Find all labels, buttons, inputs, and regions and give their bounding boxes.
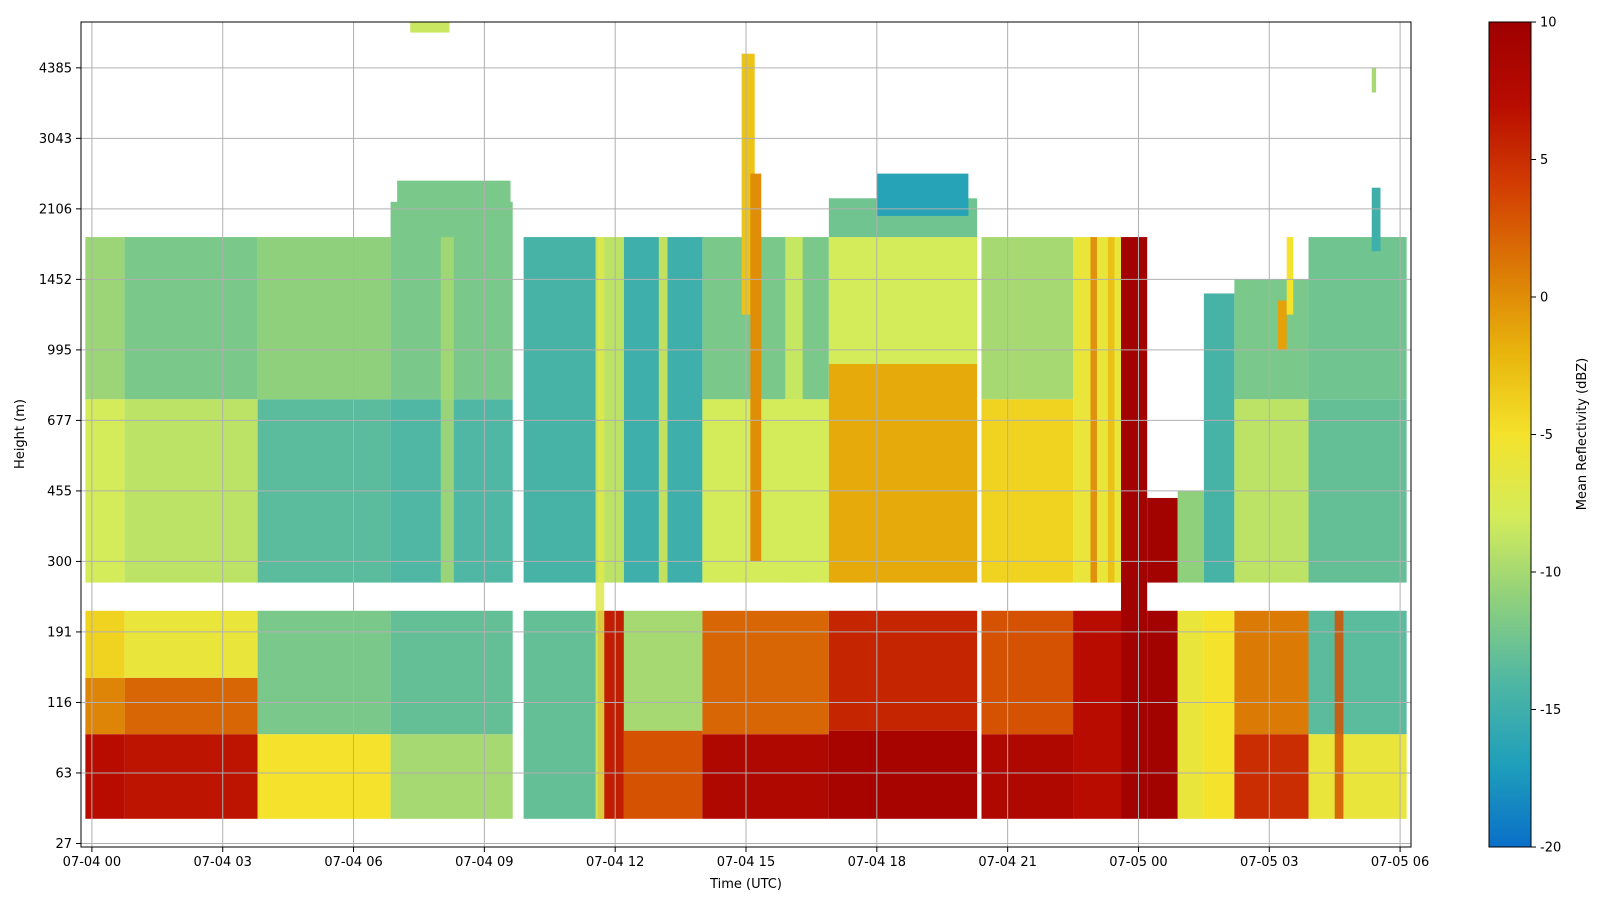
heatmap-cell: [1234, 279, 1309, 400]
heatmap-cell: [702, 237, 829, 400]
heatmap-cell: [124, 734, 258, 819]
heatmap-cell: [257, 734, 391, 819]
heatmap-cell: [1203, 293, 1235, 583]
y-tick-label: 191: [47, 625, 72, 640]
y-axis-ticks: 27 63 116 191 300 455 677 995 1452 2106 3043 4385: [39, 61, 81, 852]
y-tick-label: 63: [55, 766, 72, 781]
x-tick-label: 07-04 15: [717, 855, 775, 870]
heatmap-cell: [1234, 734, 1309, 819]
heatmap-cell: [981, 237, 1074, 400]
heatmap-cell: [390, 610, 513, 735]
heatmap-cell: [828, 363, 978, 583]
colorbar-tick-label: 5: [1540, 153, 1548, 168]
heatmap-cell: [750, 173, 762, 562]
x-tick-label: 07-05 03: [1240, 855, 1298, 870]
y-tick-label: 300: [47, 555, 72, 570]
heatmap-cell: [85, 237, 125, 400]
heatmap-cell: [623, 610, 703, 731]
colorbar-title: Mean Reflectivity (dBZ): [1575, 358, 1590, 511]
heatmap-cell: [523, 237, 598, 583]
y-tick-label: 3043: [39, 132, 72, 147]
y-tick-label: 116: [47, 696, 72, 711]
heatmap-cell: [1177, 490, 1204, 583]
colorbar-tick-label: 10: [1540, 16, 1557, 31]
heatmap-cell: [1278, 300, 1287, 350]
heatmap-cell: [1308, 237, 1407, 400]
heatmap-streak: [1334, 610, 1344, 819]
colorbar-tick-label: -5: [1540, 428, 1553, 443]
heatmap-cell: [523, 610, 598, 819]
grid-lines: [81, 22, 1411, 847]
heatmap-cell: [1234, 610, 1309, 735]
heatmap-cell: [124, 610, 258, 678]
heatmap-cell: [85, 734, 125, 819]
x-axis-title: Time (UTC): [709, 877, 782, 892]
heatmap-cell: [257, 610, 391, 735]
heatmap-streak: [658, 237, 668, 583]
y-tick-label: 455: [47, 484, 72, 499]
heatmap-cell: [981, 610, 1074, 735]
heatmap-cell: [1177, 610, 1204, 819]
colorbar-tick-label: -15: [1540, 703, 1561, 718]
heatmap-cell: [1371, 187, 1381, 252]
heatmap-cell: [1308, 734, 1407, 819]
heatmap-streak: [595, 237, 605, 819]
heatmap-cell: [702, 734, 829, 819]
heatmap-cell: [828, 610, 978, 731]
colorbar-ticks: 10 5 0 -5 -10 -15 -20: [1531, 16, 1561, 856]
x-tick-label: 07-05 00: [1109, 855, 1167, 870]
y-tick-label: 677: [47, 414, 72, 429]
x-axis-ticks: 07-04 00 07-04 03 07-04 06 07-04 09 07-04 12…: [63, 847, 1429, 870]
heatmap-cell: [876, 173, 969, 216]
heatmap-cell: [1073, 610, 1122, 819]
heatmap-cell: [257, 237, 391, 400]
heatmap-cell: [1308, 610, 1407, 735]
heatmap-cell: [1147, 497, 1178, 583]
y-axis-title: Height (m): [13, 399, 28, 469]
heatmap-cell: [623, 730, 703, 819]
heatmap-cell: [85, 677, 125, 735]
heatmap-streak: [785, 237, 803, 583]
heatmap-streak: [440, 237, 454, 583]
heatmap-cell: [828, 730, 978, 819]
heatmap-cell: [1121, 237, 1148, 819]
x-tick-label: 07-05 06: [1371, 855, 1429, 870]
y-tick-label: 2106: [39, 202, 72, 217]
heatmap-cell: [1371, 67, 1377, 93]
x-tick-label: 07-04 06: [324, 855, 382, 870]
x-tick-label: 07-04 18: [848, 855, 906, 870]
heatmap-cell: [828, 237, 978, 364]
x-tick-label: 07-04 09: [455, 855, 513, 870]
colorbar-tick-label: 0: [1540, 291, 1548, 306]
y-tick-label: 1452: [39, 273, 72, 288]
heatmap-cell: [410, 22, 450, 33]
heatmap-streak: [1107, 237, 1115, 583]
heatmap-streak: [1090, 237, 1098, 583]
x-tick-label: 07-04 21: [978, 855, 1036, 870]
y-tick-label: 995: [47, 343, 72, 358]
x-tick-label: 07-04 00: [63, 855, 121, 870]
colorbar-tick-label: -10: [1540, 566, 1561, 581]
colorbar-tick-label: -20: [1540, 841, 1561, 856]
heatmap-cell: [124, 237, 258, 400]
heatmap-cell: [85, 610, 125, 678]
x-tick-label: 07-04 12: [586, 855, 644, 870]
colorbar: [1488, 21, 1532, 848]
heatmap-cell: [981, 734, 1074, 819]
heatmap-cell: [1286, 237, 1294, 315]
y-tick-label: 27: [55, 837, 72, 852]
heatmap-cell: [702, 610, 829, 735]
heatmap-cell: [1147, 610, 1178, 819]
x-tick-label: 07-04 03: [193, 855, 251, 870]
heatmap-cell: [390, 734, 513, 819]
heatmap-cell: [1203, 610, 1235, 819]
heatmap-cell: [124, 677, 258, 735]
y-tick-label: 4385: [39, 61, 72, 76]
